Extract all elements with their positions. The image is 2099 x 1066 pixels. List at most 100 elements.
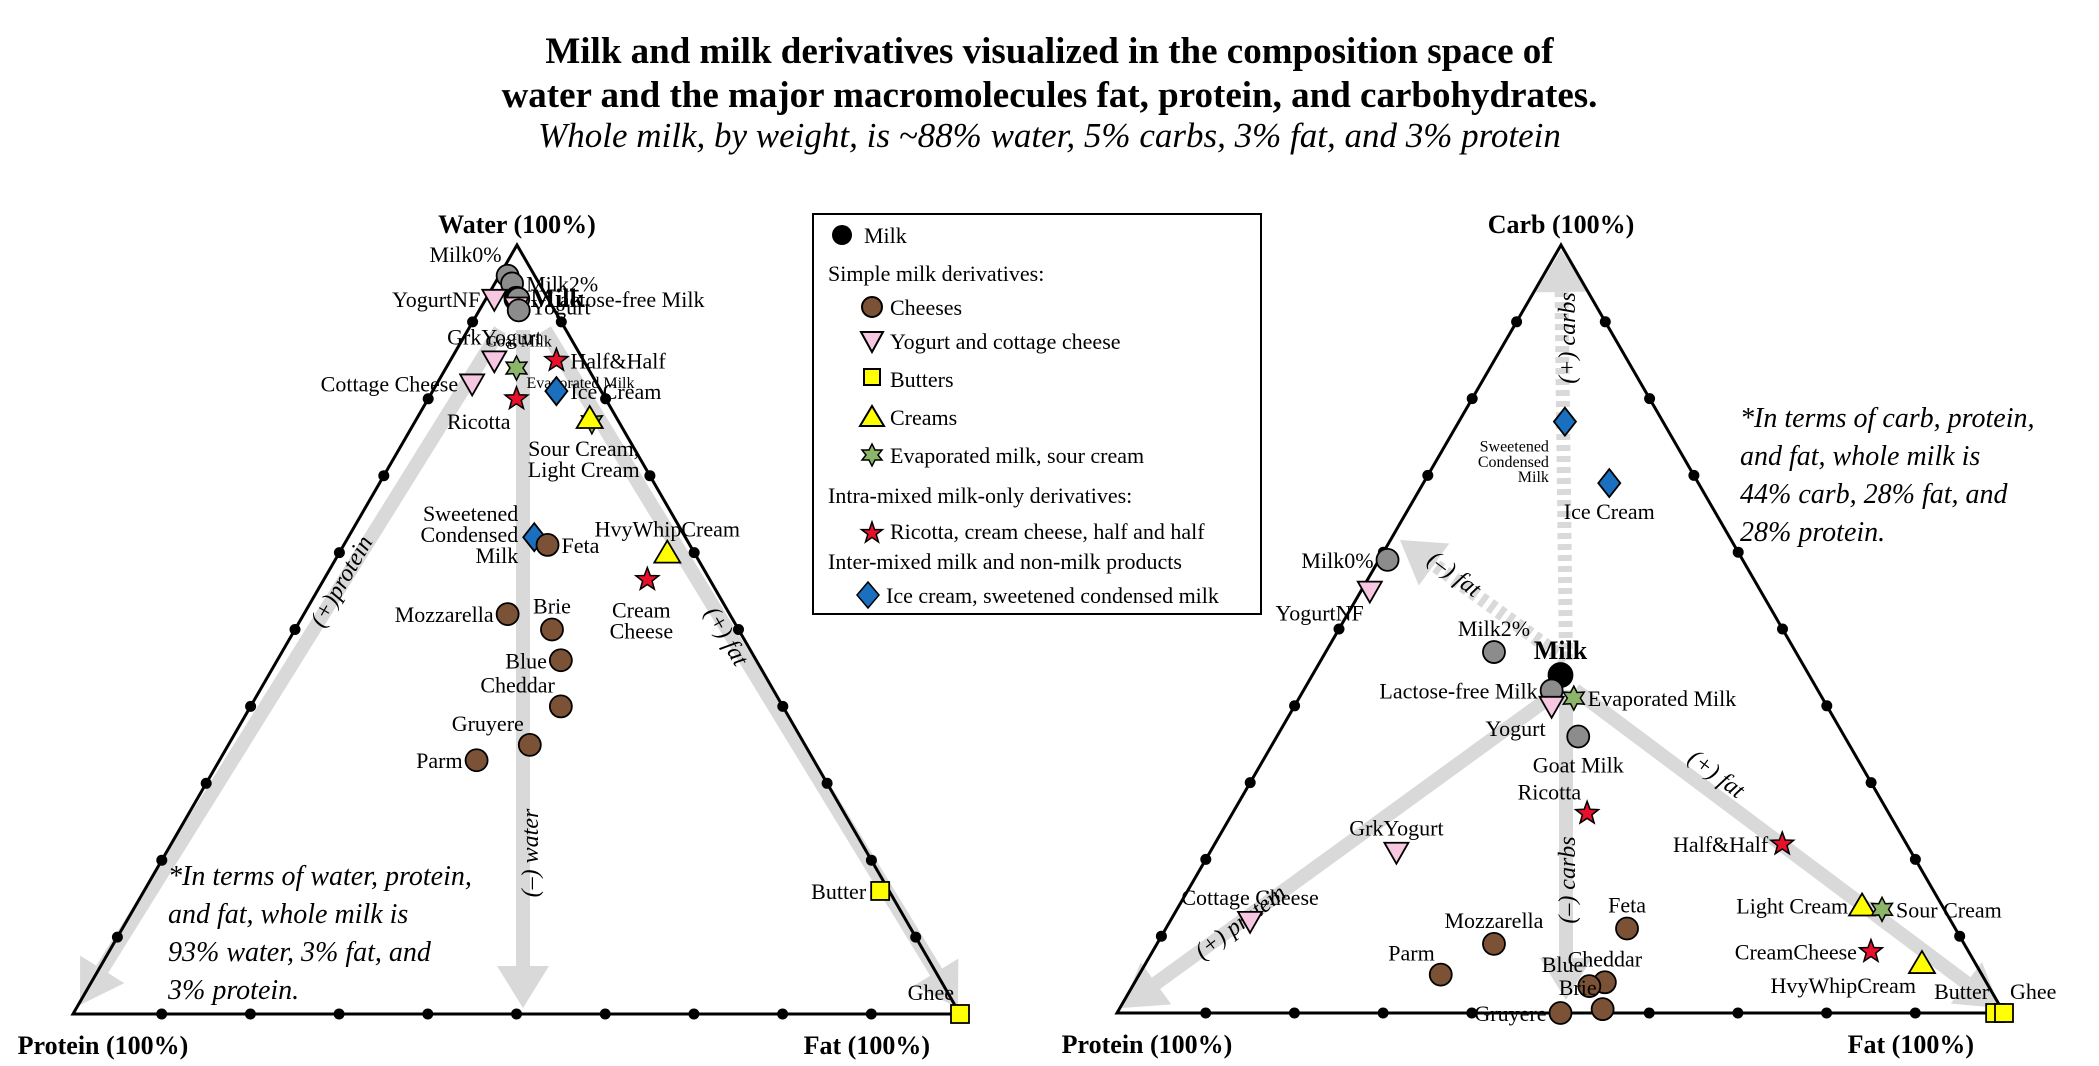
data-label-light-cream: Light Cream xyxy=(1736,893,1848,918)
data-point-grkyogurt xyxy=(1382,841,1410,866)
data-label-cottage-cheese: Cottage Cheese xyxy=(1181,885,1318,910)
axis-tick xyxy=(1909,853,1921,865)
data-point-gruyere xyxy=(1548,1001,1573,1025)
axis-tick xyxy=(200,777,212,789)
arrow-plus-protein-head xyxy=(1122,962,1172,1008)
data-point-light-cream xyxy=(1847,891,1877,917)
legend-group-heading: Intra-mixed milk-only derivatives: xyxy=(828,483,1133,508)
legend-label: Butters xyxy=(890,367,954,392)
data-label-evaporated-milk: Evaporated Milk xyxy=(1588,686,1736,711)
legend-marker-square xyxy=(863,368,881,386)
axis-label-top: Carb (100%) xyxy=(1488,210,1635,239)
arrow-minus-water-head xyxy=(497,966,549,1008)
data-point-hvywhipcream xyxy=(1907,949,1937,974)
axis-tick xyxy=(1333,623,1345,635)
data-label-mozzarella: Mozzarella xyxy=(1445,908,1544,933)
axis-label-right: Fat (100%) xyxy=(804,1031,930,1060)
data-point-ghee xyxy=(1994,1003,2014,1023)
data-point-creamcheese xyxy=(1857,937,1885,964)
data-point-ghee xyxy=(950,1004,970,1024)
data-point-ricotta xyxy=(1573,799,1601,825)
data-label-ricotta: Ricotta xyxy=(1518,779,1582,804)
data-point-cottage-cheese xyxy=(1236,910,1264,935)
axis-label-left: Protein (100%) xyxy=(1062,1030,1233,1059)
axis-tick xyxy=(378,470,390,482)
annotation-right-whole-milk: *In terms of carb, protein, and fat, who… xyxy=(1740,403,2035,548)
data-point-light-cream xyxy=(575,404,605,429)
data-label-blue: Blue xyxy=(1542,952,1584,977)
data-label-yogurtnf: YogurtNF xyxy=(392,287,480,312)
data-point-hvywhipcream xyxy=(652,538,682,564)
data-point-grkyogurt xyxy=(480,350,508,375)
axis-tick xyxy=(1599,316,1611,328)
data-label-brie: Brie xyxy=(533,594,571,619)
chart-title-line-2: water and the major macromolecules fat, … xyxy=(501,75,1598,116)
legend-label: Milk xyxy=(864,223,907,248)
data-label-ghee: Ghee xyxy=(2010,979,2056,1004)
arrow-plus-protein-shaft xyxy=(96,326,506,974)
axis-tick xyxy=(1200,1007,1212,1019)
axis-label-left: Protein (100%) xyxy=(18,1031,189,1060)
legend-label: Cheeses xyxy=(890,295,963,320)
legend-group-heading: Inter-mixed milk and non-milk products xyxy=(828,549,1182,574)
data-point-sweetened-condensed-milk xyxy=(1552,406,1578,438)
legend-label: Ice cream, sweetened condensed milk xyxy=(886,583,1219,608)
legend-label: Ricotta, cream cheese, half and half xyxy=(890,519,1205,544)
legend: Milk Simple milk derivatives: Cheeses Yo… xyxy=(812,213,1262,615)
data-label-parm: Parm xyxy=(416,748,462,773)
arrow-plus-fat-head xyxy=(1950,962,2000,1008)
data-label-gruyere: Gruyere xyxy=(1474,1001,1546,1026)
data-point-ice-cream xyxy=(1597,467,1622,499)
legend-label: Yogurt and cottage cheese xyxy=(890,329,1121,354)
data-label-goat-milk: Goat Milk xyxy=(1533,753,1624,778)
axis-tick xyxy=(1909,1007,1921,1019)
data-point-sour-cream xyxy=(1870,895,1894,923)
axis-tick xyxy=(511,1008,522,1020)
legend-marker-circle xyxy=(861,296,883,318)
data-label-hvywhipcream: HvyWhipCream xyxy=(1771,973,1916,998)
axis-tick xyxy=(1200,853,1212,865)
data-point-parm xyxy=(464,748,489,773)
arrow-label-plus-carbs: (+) carbs xyxy=(1555,292,1581,384)
axis-tick xyxy=(1377,1007,1389,1019)
data-point-blue xyxy=(1577,974,1602,999)
arrow-plus-protein-head xyxy=(80,955,125,1005)
axis-tick xyxy=(245,700,257,712)
data-label-milk2-: Milk2% xyxy=(526,271,598,296)
data-label-creamcheese: CreamCheese xyxy=(1735,940,1857,965)
data-label-half-half: Half&Half xyxy=(570,348,666,373)
data-label-goat-milk: Goat Milk xyxy=(486,333,552,350)
data-point-ricotta xyxy=(503,384,530,411)
legend-label: Creams xyxy=(890,405,958,430)
data-point-goat-milk xyxy=(506,298,531,323)
data-point-gruyere xyxy=(517,732,542,757)
data-label-parm: Parm xyxy=(1388,941,1434,966)
data-point-milk0- xyxy=(1375,547,1400,572)
axis-tick xyxy=(1954,930,1966,942)
data-point-yogurtnf xyxy=(1356,580,1384,605)
data-point-mozzarella xyxy=(495,602,520,627)
chart-subtitle: Whole milk, by weight, is ~88% water, 5%… xyxy=(538,116,1561,155)
data-label-cream-cheese: Cream Cheese xyxy=(610,598,674,644)
data-point-feta xyxy=(1615,916,1639,941)
data-point-cottage-cheese xyxy=(458,373,486,398)
data-label-light-cream: Sour Cream, Light Cream xyxy=(528,436,640,482)
data-point-yogurtnf xyxy=(480,288,508,313)
data-point-goat-milk xyxy=(1566,724,1591,749)
axis-tick xyxy=(1644,393,1656,405)
axis-tick xyxy=(1244,777,1256,789)
data-label-half-half: Half&Half xyxy=(1673,832,1769,857)
legend-marker-triangle-up xyxy=(858,404,886,427)
data-point-half-half xyxy=(542,346,570,372)
axis-tick xyxy=(1466,393,1478,405)
axis-tick xyxy=(333,1008,345,1020)
data-point-feta xyxy=(535,533,560,557)
axis-tick xyxy=(1511,316,1523,328)
data-label-milk: Milk xyxy=(1534,636,1588,665)
data-point-yogurt xyxy=(1538,695,1566,720)
axis-tick xyxy=(1643,1007,1655,1019)
data-point-butter xyxy=(870,881,891,901)
data-label-sour-cream: Sour Cream xyxy=(1896,897,2002,922)
axis-tick xyxy=(910,931,922,943)
